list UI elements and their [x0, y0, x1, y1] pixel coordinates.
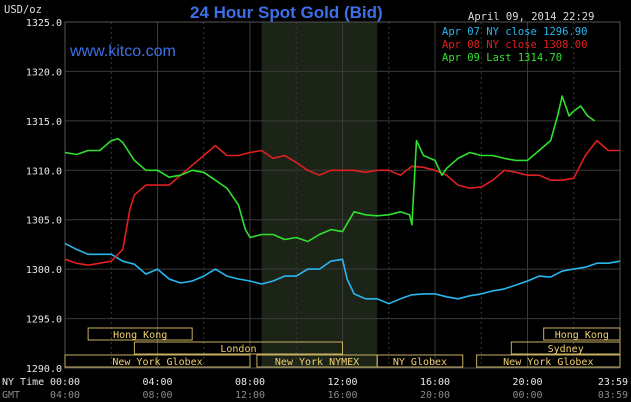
gmt-row-label: GMT	[2, 390, 20, 401]
x-tick-label-gmt: 08:00	[142, 390, 172, 401]
session-label: London	[220, 344, 256, 355]
x-tick-label-ny: 00:00	[50, 377, 80, 388]
y-tick-label: 1320.0	[26, 67, 62, 78]
session-box	[543, 327, 621, 341]
x-tick-label-gmt: 12:00	[235, 390, 265, 401]
x-tick-label-ny: 20:00	[512, 377, 542, 388]
session-label: Sydney	[548, 344, 584, 355]
series-line-apr07	[64, 242, 621, 305]
x-tick-label-ny: 08:00	[235, 377, 265, 388]
x-tick-label-gmt: 03:59	[598, 390, 628, 401]
website-label: www.kitco.com	[69, 43, 176, 60]
chart-title: 24 Hour Spot Gold (Bid)	[190, 3, 383, 22]
session-label: New York Globex	[112, 357, 202, 368]
y-tick-label: 1315.0	[26, 117, 62, 128]
y-tick-label: 1310.0	[26, 166, 62, 177]
x-tick-label-ny: 04:00	[142, 377, 172, 388]
y-tick-label: 1290.0	[26, 364, 62, 375]
y-tick-label: 1295.0	[26, 315, 62, 326]
session-label: Hong Kong	[555, 330, 609, 341]
series-line-apr08	[64, 139, 620, 266]
session-box	[64, 354, 251, 368]
ny-time-row-label: NY Time	[2, 377, 44, 388]
nymex-session-shade	[261, 22, 378, 368]
x-tick-label-gmt: 20:00	[420, 390, 450, 401]
legend-entry-apr07: Apr 07 NY close 1296.90	[442, 26, 587, 38]
y-tick-label: 1300.0	[26, 265, 62, 276]
plot-frame	[64, 21, 621, 369]
x-tick-label-ny: 12:00	[327, 377, 357, 388]
y-tick-label: 1305.0	[26, 216, 62, 227]
legend: Apr 07 NY close 1296.90 Apr 08 NY close …	[442, 26, 587, 64]
x-tick-label-gmt: 00:00	[512, 390, 542, 401]
session-label: NY Globex	[393, 357, 447, 368]
session-label: New York NYMEX	[275, 357, 359, 368]
session-box	[87, 327, 193, 341]
session-label: New York Globex	[503, 357, 593, 368]
x-tick-label-gmt: 16:00	[327, 390, 357, 401]
chart-date: April 09, 2014 22:29	[468, 11, 594, 23]
y-tick-label: 1325.0	[26, 18, 62, 29]
x-tick-label-ny: 16:00	[420, 377, 450, 388]
unit-label: USD/oz	[4, 4, 42, 16]
session-label: Hong Kong	[113, 330, 167, 341]
session-box	[476, 354, 621, 368]
session-box	[510, 341, 621, 355]
session-box	[376, 354, 464, 368]
legend-entry-apr09: Apr 09 Last 1314.70	[442, 52, 562, 64]
x-tick-label-gmt: 04:00	[50, 390, 80, 401]
session-box	[133, 341, 343, 355]
legend-entry-apr08: Apr 08 NY close 1308.00	[442, 39, 587, 51]
series-line-apr09	[64, 95, 596, 243]
x-tick-label-ny: 23:59	[598, 377, 628, 388]
